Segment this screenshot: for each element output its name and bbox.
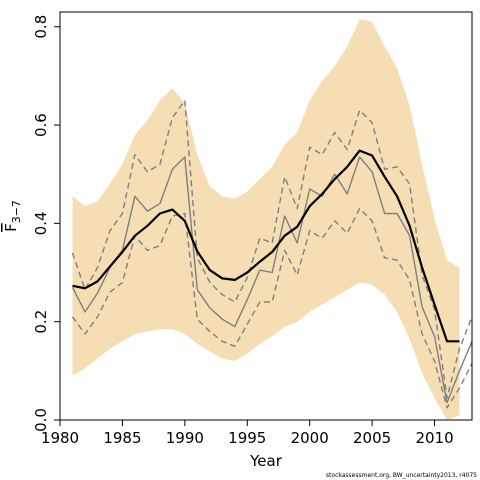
x-axis-title: Year — [249, 452, 283, 470]
y-axis-title-main: F — [2, 223, 20, 232]
y-tick-label: 0.8 — [32, 15, 50, 39]
y-tick-label: 0.6 — [32, 113, 50, 137]
y-axis-title: F3−7 — [2, 200, 23, 232]
x-tick-label: 2005 — [353, 429, 391, 447]
series-line-retrospective-upper — [71, 99, 473, 399]
x-tick-label: 1990 — [166, 429, 204, 447]
y-axis-title-subscript: 3−7 — [10, 200, 23, 223]
x-tick-label: 1985 — [103, 429, 141, 447]
confidence-band — [72, 19, 460, 421]
series-line-estimate — [72, 149, 460, 343]
x-axis: 1980 1985 1990 1995 2000 2005 2010 — [41, 420, 454, 447]
x-tick-label: 2000 — [291, 429, 329, 447]
x-tick-label: 2010 — [415, 429, 453, 447]
series-line-retrospective-estimate — [71, 156, 473, 404]
x-tick-label: 1995 — [228, 429, 266, 447]
series-line-retrospective-lower — [71, 207, 473, 409]
series-layer — [71, 99, 473, 409]
y-tick-label: 0.0 — [32, 408, 50, 432]
y-tick-label: 0.2 — [32, 310, 50, 334]
y-axis: 0.0 0.2 0.4 0.6 0.8 — [32, 15, 60, 432]
y-tick-label: 0.4 — [32, 211, 50, 235]
x-tick-label: 1980 — [41, 429, 79, 447]
confidence-band-layer — [72, 19, 460, 421]
credit-text: stockassessment.org, BW_uncertainty2013,… — [326, 472, 477, 479]
plot-frame — [59, 11, 473, 421]
